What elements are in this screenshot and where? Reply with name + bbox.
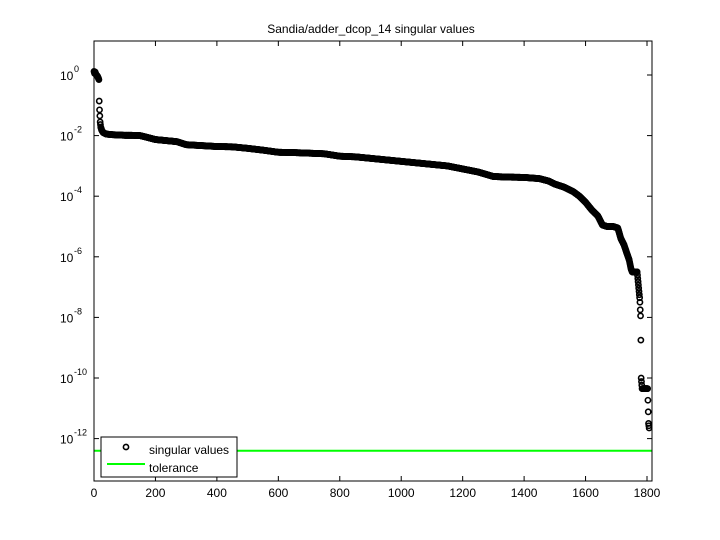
x-tick-label: 1200	[449, 486, 476, 500]
y-tick-label: 10	[60, 433, 74, 447]
plot-data	[90, 67, 653, 452]
x-tick-label: 200	[145, 486, 165, 500]
y-tick-label: 10	[60, 372, 74, 386]
y-tick-label: 10	[60, 251, 74, 265]
chart-title: Sandia/adder_dcop_14 singular values	[267, 22, 475, 36]
y-tick-label: 10	[60, 130, 74, 144]
y-tick-exponent: -2	[74, 125, 82, 135]
x-tick-label: 400	[207, 486, 227, 500]
y-tick-label: 10	[60, 69, 74, 83]
x-tick-label: 1000	[388, 486, 415, 500]
legend-label-tolerance: tolerance	[149, 461, 199, 475]
y-tick-exponent: -4	[74, 185, 82, 195]
legend-label-singular-values: singular values	[149, 443, 229, 457]
x-tick-label: 800	[330, 486, 350, 500]
y-tick-label: 10	[60, 311, 74, 325]
legend-circle-marker-icon	[122, 443, 130, 451]
singular-values-markers	[90, 67, 653, 432]
y-tick-exponent: -10	[74, 367, 87, 377]
x-tick-label: 600	[268, 486, 288, 500]
legend: singular values tolerance	[100, 436, 238, 478]
axes-box	[93, 40, 653, 482]
x-tick-label: 1800	[634, 486, 661, 500]
y-tick-exponent: -6	[74, 246, 82, 256]
x-tick-label: 1400	[511, 486, 538, 500]
y-tick-exponent: -12	[74, 428, 87, 438]
y-tick-label: 10	[60, 190, 74, 204]
x-tick-label: 1600	[572, 486, 599, 500]
x-axis-ticks: 0 200 400 600 800 1000 1200 1400 1600 1800	[91, 41, 661, 500]
legend-box	[100, 436, 238, 478]
y-tick-exponent: 0	[74, 64, 79, 74]
x-tick-label: 0	[91, 486, 98, 500]
y-tick-exponent: -8	[74, 306, 82, 316]
